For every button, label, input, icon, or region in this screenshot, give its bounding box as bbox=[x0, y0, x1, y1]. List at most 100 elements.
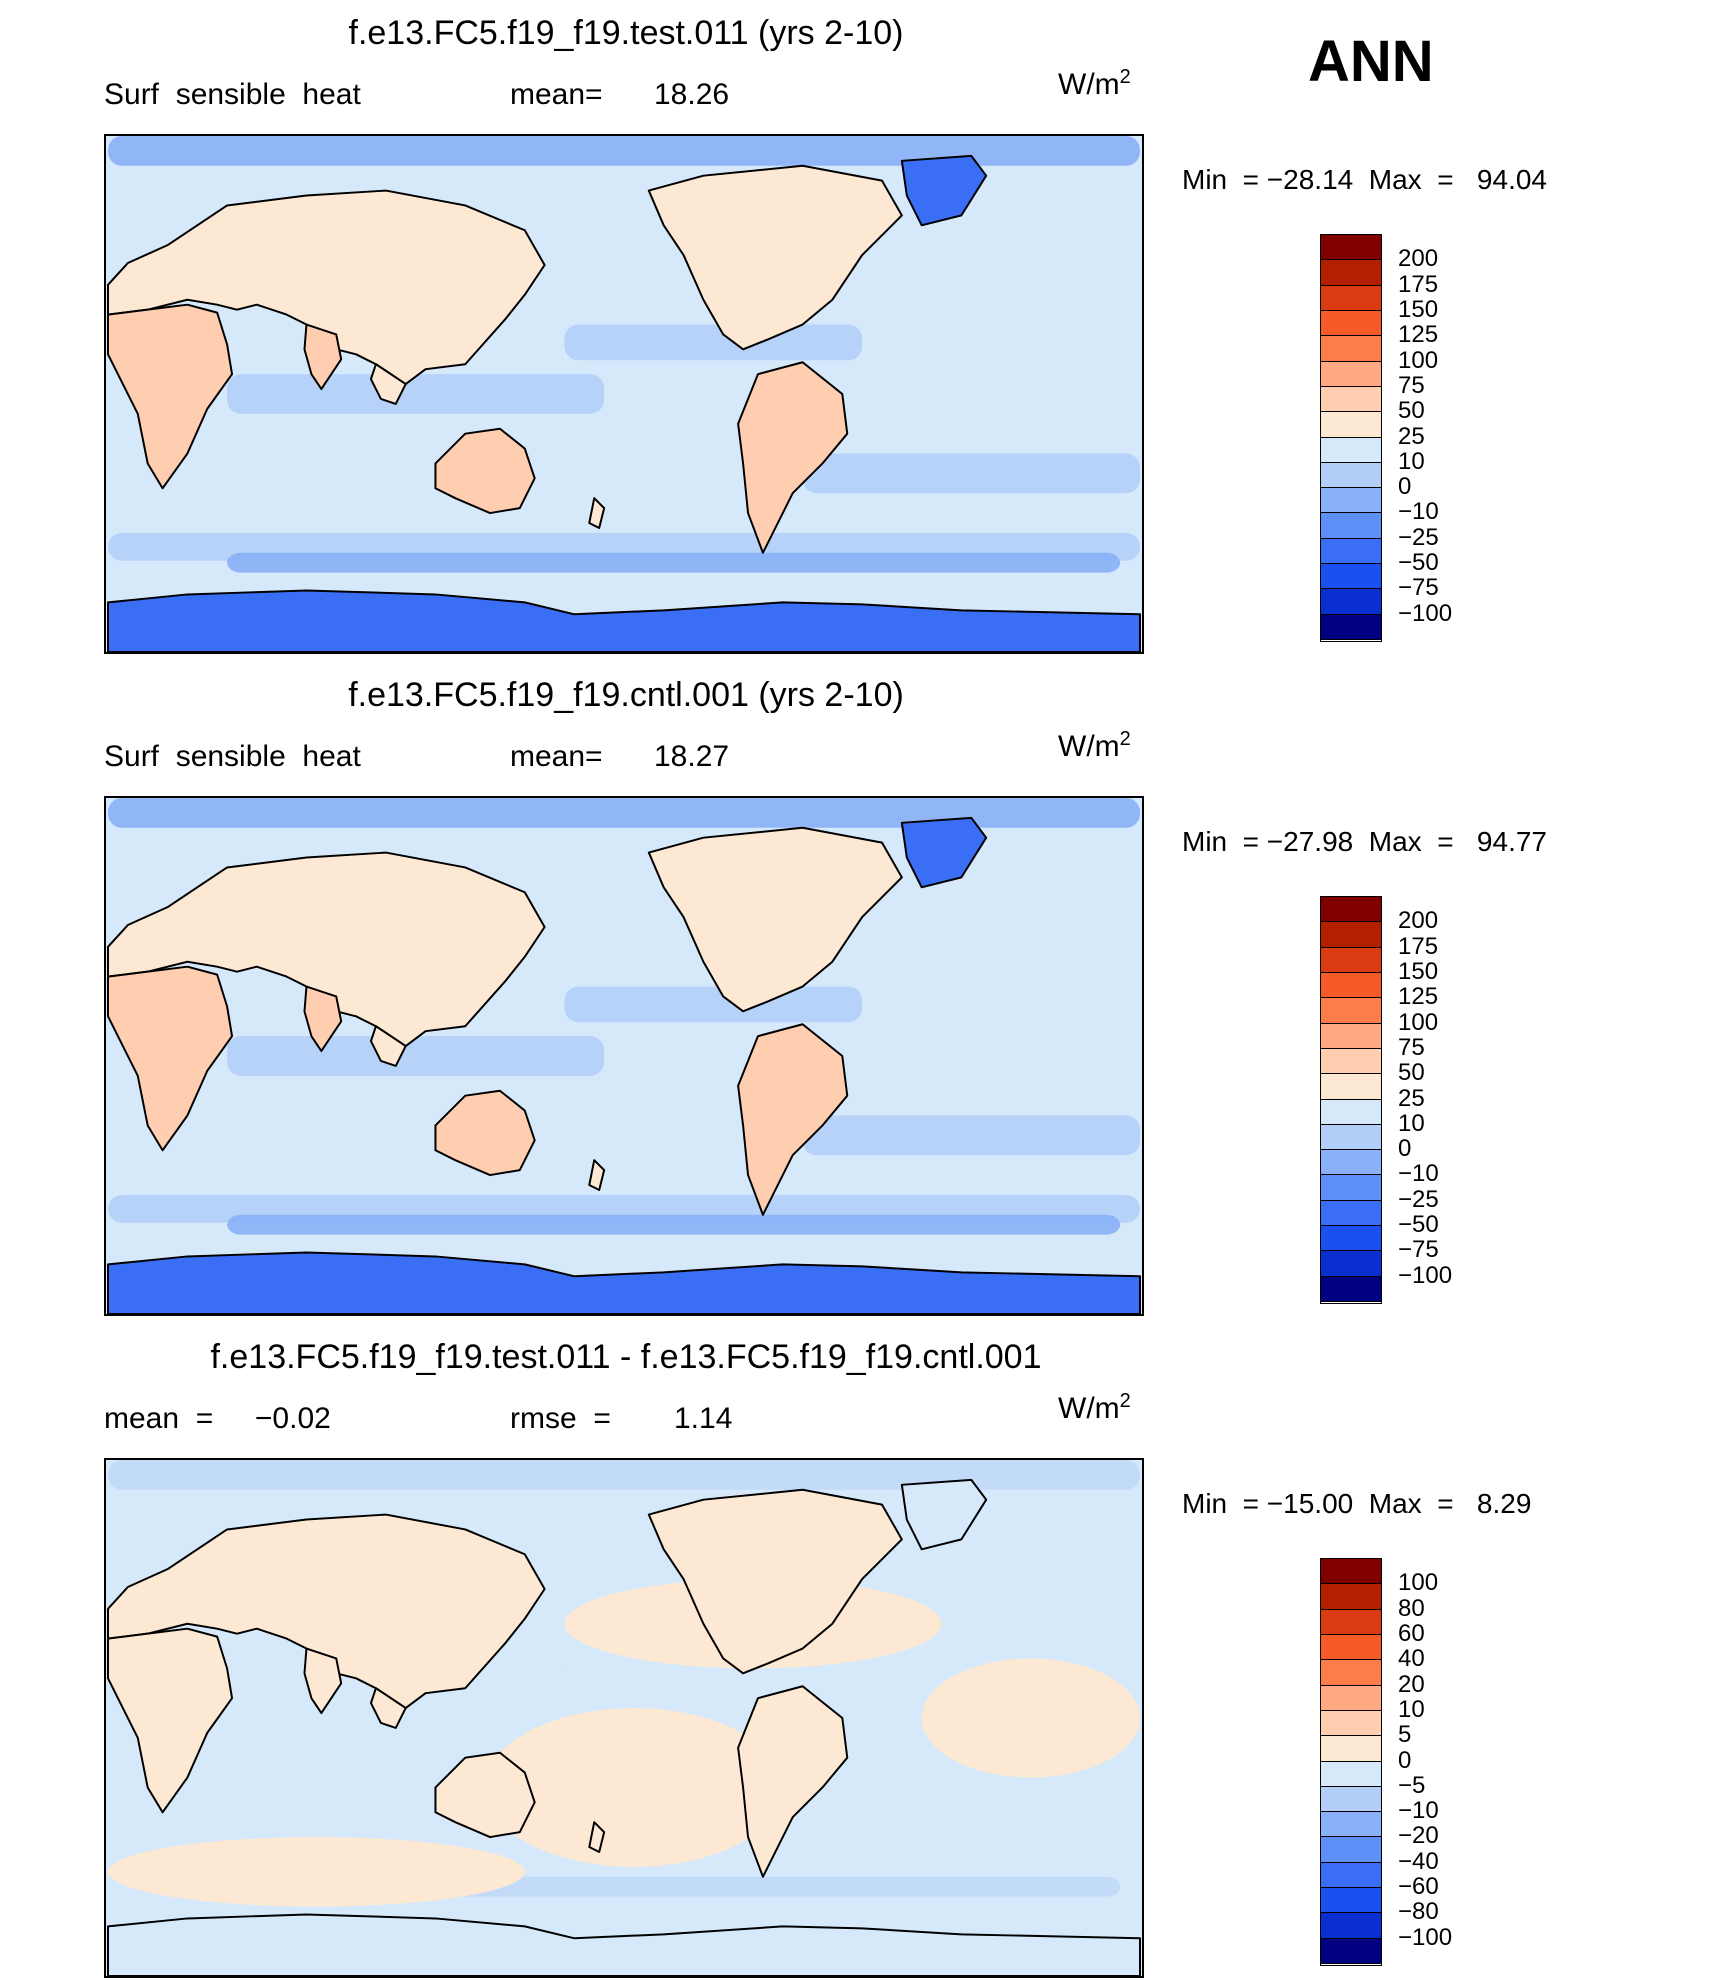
colorbar-tick-label: 20 bbox=[1398, 1670, 1425, 1698]
variable-label: Surf sensible heat bbox=[104, 78, 361, 111]
colorbar-tick-label: 0 bbox=[1398, 473, 1412, 501]
coastline-australia bbox=[434, 1751, 536, 1839]
coastline-eurasia bbox=[107, 1513, 546, 1710]
min-max-readout: Min = −28.14 Max = 94.04 bbox=[1182, 164, 1547, 195]
colorbar-tick-label: 10 bbox=[1398, 1695, 1425, 1723]
colorbar-tick-label: 40 bbox=[1398, 1645, 1425, 1673]
colorbar-segment bbox=[1321, 1124, 1381, 1151]
coastline-greenland bbox=[900, 154, 988, 227]
colorbar-segment bbox=[1321, 1786, 1381, 1813]
colorbar-segment bbox=[1321, 1634, 1381, 1661]
colorbar-tick-label: 150 bbox=[1398, 295, 1439, 323]
coastline-africa bbox=[107, 965, 234, 1152]
world-map bbox=[104, 1458, 1144, 1978]
coastline-antarctica bbox=[107, 1913, 1141, 1976]
coastline-namerica bbox=[647, 164, 903, 351]
panel-title: f.e13.FC5.f19_f19.test.011 (yrs 2-10) bbox=[348, 14, 904, 52]
colorbar bbox=[1320, 234, 1382, 642]
colorbar-tick-label: 0 bbox=[1398, 1135, 1412, 1163]
colorbar-segment bbox=[1321, 922, 1381, 948]
colorbar-tick-label: −40 bbox=[1398, 1847, 1439, 1875]
coastline-samerica bbox=[737, 1023, 849, 1216]
colorbar-segment bbox=[1321, 1074, 1381, 1100]
map-panel: f.e13.FC5.f19_f19.cntl.001 (yrs 2-10) Su… bbox=[0, 676, 1710, 1326]
colorbar-tick-label: 100 bbox=[1398, 346, 1439, 374]
colorbar-segment bbox=[1321, 1559, 1381, 1585]
colorbar-segment bbox=[1321, 488, 1381, 514]
colorbar-segment bbox=[1321, 310, 1381, 337]
colorbar-tick-label: 175 bbox=[1398, 270, 1439, 298]
colorbar-segment bbox=[1321, 1812, 1381, 1838]
colorbar-tick-label: −100 bbox=[1398, 1261, 1453, 1289]
contour-band bbox=[108, 1837, 525, 1907]
colorbar-tick-label: −10 bbox=[1398, 1797, 1439, 1825]
colorbar bbox=[1320, 1558, 1382, 1966]
coastline-africa bbox=[107, 1627, 234, 1814]
colorbar-segment bbox=[1321, 1023, 1381, 1049]
min-max-readout: Min = −15.00 Max = 8.29 bbox=[1182, 1488, 1532, 1519]
colorbar-segment bbox=[1321, 1048, 1381, 1075]
contour-band bbox=[227, 552, 1121, 573]
variable-label: Surf sensible heat bbox=[104, 740, 361, 773]
colorbar-segment bbox=[1321, 1761, 1381, 1787]
colorbar-tick-label: −80 bbox=[1398, 1898, 1439, 1926]
colorbar-segment bbox=[1321, 285, 1381, 311]
stat-value: 18.26 bbox=[654, 78, 730, 111]
coastline-seasia bbox=[369, 1025, 407, 1067]
colorbar-tick-label: 75 bbox=[1398, 371, 1425, 399]
map-svg bbox=[107, 1460, 1141, 1976]
colorbar-segment bbox=[1321, 564, 1381, 590]
coastline-greenland bbox=[900, 816, 988, 889]
colorbar-tick-label: 50 bbox=[1398, 397, 1425, 425]
contour-band bbox=[921, 1658, 1140, 1778]
colorbar-tick-label: −50 bbox=[1398, 1211, 1439, 1239]
colorbar-segment bbox=[1321, 1099, 1381, 1125]
colorbar-segment bbox=[1321, 972, 1381, 999]
colorbar-tick-label: 50 bbox=[1398, 1059, 1425, 1087]
colorbar-tick-label: 25 bbox=[1398, 1084, 1425, 1112]
colorbar-segment bbox=[1321, 947, 1381, 973]
colorbar-tick-label: −75 bbox=[1398, 574, 1439, 602]
coastline-india bbox=[303, 1647, 343, 1715]
colorbar-segment bbox=[1321, 1888, 1381, 1914]
contour-band bbox=[227, 374, 605, 414]
colorbar-tick-label: 125 bbox=[1398, 321, 1439, 349]
colorbar-segment bbox=[1321, 1660, 1381, 1686]
contour-band bbox=[802, 1777, 1140, 1818]
colorbar-tick-label: −20 bbox=[1398, 1822, 1439, 1850]
colorbar-tick-label: 60 bbox=[1398, 1619, 1425, 1647]
map-svg bbox=[107, 798, 1141, 1314]
contour-band bbox=[802, 453, 1140, 494]
variable-label: mean = −0.02 bbox=[104, 1402, 331, 1435]
stat-value: 1.14 bbox=[674, 1402, 733, 1435]
units-label: W/m2 bbox=[1058, 728, 1131, 763]
colorbar-segment bbox=[1321, 513, 1381, 539]
colorbar-segment bbox=[1321, 260, 1381, 286]
colorbar-segment bbox=[1321, 1150, 1381, 1176]
colorbar-tick-label: −25 bbox=[1398, 1185, 1439, 1213]
coastline-india bbox=[303, 323, 343, 391]
coastline-australia bbox=[434, 1089, 536, 1177]
colorbar-segment bbox=[1321, 386, 1381, 413]
colorbar-tick-label: 10 bbox=[1398, 1109, 1425, 1137]
world-map bbox=[104, 134, 1144, 654]
colorbar-tick-label: 0 bbox=[1398, 1746, 1412, 1774]
contour-band bbox=[485, 1708, 783, 1867]
coastline-nz bbox=[588, 1821, 606, 1853]
colorbar-segment bbox=[1321, 1710, 1381, 1737]
colorbar-tick-label: 5 bbox=[1398, 1721, 1412, 1749]
colorbar-tick-label: −100 bbox=[1398, 599, 1453, 627]
colorbar-tick-label: 10 bbox=[1398, 447, 1425, 475]
colorbar-segment bbox=[1321, 1862, 1381, 1889]
season-label: ANN bbox=[1308, 29, 1434, 94]
colorbar-tick-label: −5 bbox=[1398, 1771, 1426, 1799]
stat-label: mean= bbox=[510, 78, 603, 111]
coastline-australia bbox=[434, 427, 536, 515]
coastline-india bbox=[303, 985, 343, 1053]
coastline-antarctica bbox=[107, 1251, 1141, 1314]
stat-value: 18.27 bbox=[654, 740, 730, 773]
coastline-namerica bbox=[647, 826, 903, 1013]
colorbar-tick-label: −75 bbox=[1398, 1236, 1439, 1264]
colorbar-segment bbox=[1321, 235, 1381, 261]
colorbar-tick-label: 150 bbox=[1398, 957, 1439, 985]
